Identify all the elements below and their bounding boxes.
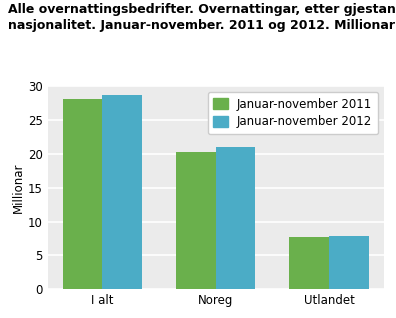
- Bar: [216, 147, 255, 289]
- Legend: Januar-november 2011, Januar-november 2012: Januar-november 2011, Januar-november 20…: [208, 92, 378, 134]
- Bar: [329, 237, 369, 289]
- Bar: [176, 152, 216, 289]
- Text: Alle overnattingsbedrifter. Overnattingar, etter gjestane sin
nasjonalitet. Janu: Alle overnattingsbedrifter. Overnattinga…: [8, 3, 396, 32]
- Y-axis label: Millionar: Millionar: [12, 162, 25, 213]
- Bar: [63, 100, 103, 289]
- Bar: [103, 95, 142, 289]
- Bar: [289, 237, 329, 289]
